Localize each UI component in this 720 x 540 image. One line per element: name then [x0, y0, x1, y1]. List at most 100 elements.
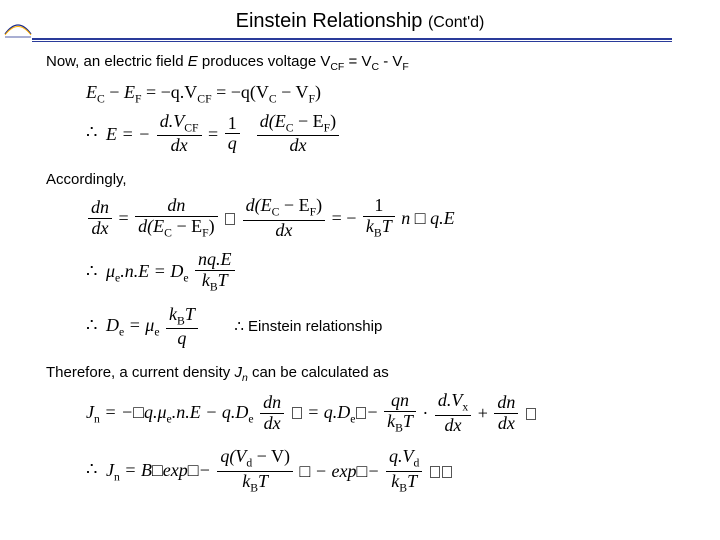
e2-d1: dx	[157, 136, 202, 156]
e3-m1dc: C	[164, 227, 172, 240]
e7-f2dc: T	[407, 471, 417, 491]
e7-f2: q.VdkBT	[386, 447, 422, 495]
e2-therefore: ∴	[86, 122, 97, 142]
equation-6: Jn = −□q.μe.n.E − q.De dndx = q.De− qnkB…	[86, 391, 686, 435]
e4-de: e	[183, 272, 188, 285]
e3-m1da: d(E	[138, 216, 164, 236]
equation-5: ∴ De = μe kBTq ∴ Einstein relationship	[86, 305, 686, 349]
e5-d: q	[166, 329, 198, 349]
intro-sub-c: C	[371, 61, 379, 73]
e3-ln: dn	[88, 198, 112, 219]
e2-n3b: − E	[294, 111, 324, 131]
e4-mu: μ	[106, 261, 115, 281]
equation-7: ∴ Jn = B□exp□− q(Vd − V)kBT □ − exp□− q.…	[86, 447, 686, 495]
e3-m2nclose: )	[316, 195, 322, 215]
e6-f2dc: T	[403, 411, 413, 431]
intro-a: Now, an electric field	[46, 53, 188, 70]
e3-eq1: =	[119, 208, 134, 228]
e3-rfrac: 1kBT	[363, 196, 395, 240]
e6-a: = −□q.μ	[100, 402, 167, 422]
e2-n2: 1	[225, 114, 240, 135]
e7-J: J	[106, 460, 114, 480]
e5-na: k	[169, 304, 177, 324]
e1-cf: CF	[197, 93, 211, 106]
e7-f2na: q.V	[389, 446, 414, 466]
e6-f2db: B	[395, 422, 403, 435]
e7-box1	[430, 466, 440, 478]
e3-box1	[225, 213, 235, 225]
e6-f4n: dn	[494, 393, 518, 414]
e6-f1: dndx	[260, 393, 284, 434]
e2-d3: dx	[257, 136, 339, 156]
e3-rdb: B	[374, 227, 382, 240]
e6-box1	[292, 407, 302, 419]
e2-e: E = −	[106, 124, 150, 144]
accordingly-text: Accordingly,	[46, 171, 127, 188]
equation-1: EC − EF = −q.VCF = −q(VC − VF)	[86, 80, 686, 108]
e1-cp: C	[269, 93, 277, 106]
e6-dot: ·	[422, 403, 433, 423]
e3-m1db: − E	[172, 216, 202, 236]
e3-ld: dx	[88, 219, 112, 239]
e6-b: .n.E − q.D	[172, 402, 249, 422]
intro-line: Now, an electric field E produces voltag…	[46, 52, 686, 74]
e7-f2nb: d	[414, 457, 420, 470]
intro-b: produces voltage V	[198, 53, 331, 70]
title-main: Einstein Relationship	[236, 10, 423, 32]
e2-d2: q	[225, 134, 240, 154]
e6-f1d: dx	[260, 414, 284, 434]
e6-f4: dndx	[494, 393, 518, 434]
e7-f1nc: − V)	[252, 446, 290, 466]
title-rule-1	[32, 38, 672, 40]
equation-2: ∴ E = − d.VCFdx = 1q d(EC − EF)dx	[86, 112, 686, 156]
e2-mid: =	[208, 124, 223, 144]
e3-m2d: dx	[243, 221, 325, 241]
e4-a: .n.E = D	[120, 261, 183, 281]
einstein-label: Einstein relationship	[244, 318, 382, 335]
intro-c: = V	[344, 53, 371, 70]
e6-f3d: dx	[435, 416, 471, 436]
equation-4: ∴ μe.n.E = De nq.EkBT	[86, 250, 686, 294]
e6-f3: d.Vx dx	[435, 391, 471, 435]
e7-th: ∴	[86, 459, 97, 479]
slide-body: Now, an electric field E produces voltag…	[46, 50, 686, 499]
e3-m2: d(EC − EF)dx	[243, 196, 325, 240]
slide-title: Einstein Relationship (Cont'd)	[0, 10, 720, 33]
e5-th: ∴	[86, 315, 97, 335]
e2-n3a: d(E	[260, 111, 286, 131]
e3-m2na: d(E	[246, 195, 272, 215]
e6-d: −	[367, 402, 377, 422]
e6-f1n: dn	[260, 393, 284, 414]
equation-3: dndx = dnd(EC − EF) d(EC − EF)dx = − 1kB…	[86, 196, 686, 240]
e3-lfrac: dndx	[88, 198, 112, 239]
e3-m1dclose: )	[209, 216, 215, 236]
e6-f2da: k	[387, 411, 395, 431]
einstein-arrow: ∴	[234, 318, 244, 335]
e7-f1: q(Vd − V)kBT	[217, 447, 293, 495]
e4-da: k	[202, 270, 210, 290]
intro-E: E	[188, 53, 198, 70]
e3-eq2: = −	[332, 208, 361, 228]
e1-m2: − V	[277, 82, 309, 102]
e4-dc: T	[218, 270, 228, 290]
e1-close: )	[315, 82, 321, 102]
e7-f1dc: T	[258, 471, 268, 491]
e4-frac: nq.EkBT	[195, 250, 235, 294]
th-J: J	[234, 364, 242, 381]
e3-tail: n □ q.E	[401, 208, 454, 228]
e2-frac1: d.VCF dx	[157, 112, 202, 156]
e6-plus: +	[478, 403, 493, 423]
e2-n1: d.V	[160, 111, 185, 131]
e1-lhs: E	[86, 82, 97, 102]
e2-n1s: CF	[184, 121, 198, 134]
e3-m1n: dn	[135, 196, 217, 217]
e6-f3n: d.V	[438, 390, 463, 410]
e6-J: J	[86, 402, 94, 422]
e4-db: B	[210, 281, 218, 294]
e6-f4d: dx	[494, 414, 518, 434]
intro-sub-cf: CF	[330, 61, 344, 73]
e6-f3ns: x	[462, 401, 468, 414]
e4-n: nq.E	[195, 250, 235, 271]
e5-mue: e	[154, 326, 159, 339]
e3-rdc: T	[382, 216, 392, 236]
